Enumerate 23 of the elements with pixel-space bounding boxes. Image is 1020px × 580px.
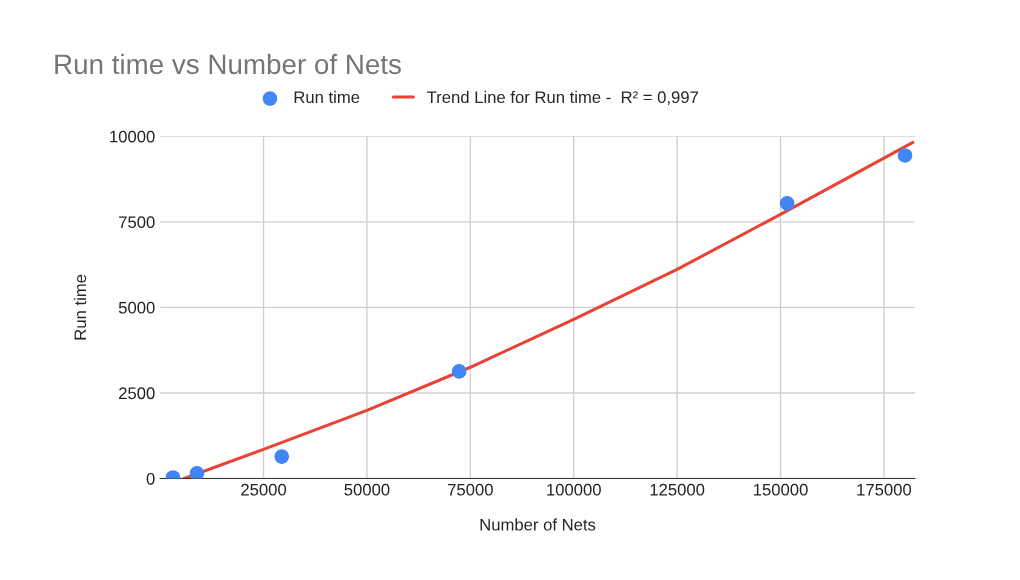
point [274, 449, 290, 464]
y-tick-label: 0 [146, 472, 155, 485]
point [189, 466, 205, 479]
chart-title: Run time vs Number of Nets [55, 53, 401, 75]
point [897, 148, 913, 163]
y-tick-label: 2500 [119, 387, 155, 400]
x-tick-label: 75000 [448, 483, 493, 496]
point [451, 364, 467, 379]
x-tick-label: 175000 [857, 483, 912, 496]
x-tick-label: 50000 [344, 483, 390, 496]
y-axis-title: Run time [73, 274, 87, 340]
x-tick-label: 150000 [753, 483, 808, 496]
x-tick-label: 125000 [650, 483, 705, 496]
line-series [182, 140, 915, 479]
y-tick-label: 10000 [110, 130, 155, 143]
x-tick-label: 25000 [241, 483, 287, 496]
x-tick-label: 100000 [547, 483, 601, 496]
x-axis-title: Number of Nets [480, 518, 596, 531]
y-tick-label: 5000 [118, 301, 155, 314]
legend-label: Run time [294, 90, 360, 104]
y-tick-label: 7500 [119, 216, 155, 229]
legend-label: Trend Line for Run time - R² = 0,997 [427, 90, 699, 106]
point [779, 196, 795, 211]
